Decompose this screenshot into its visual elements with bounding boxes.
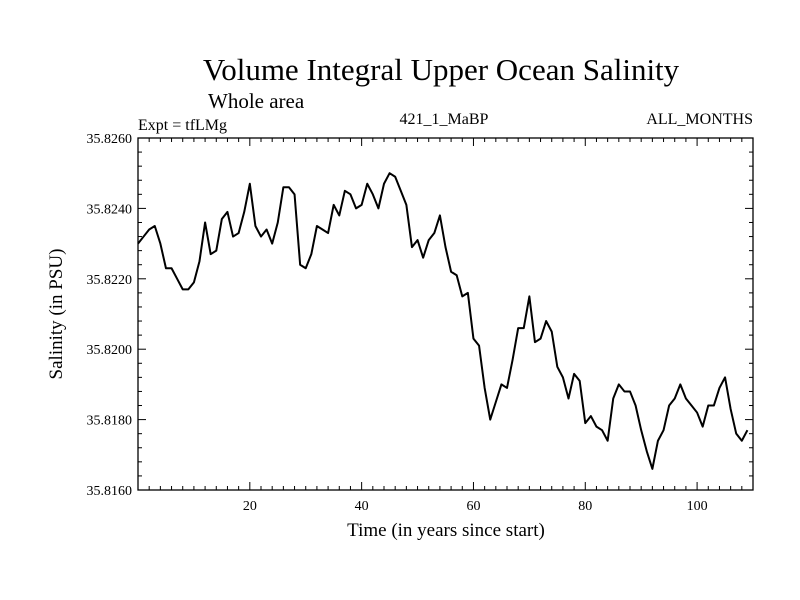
y-tick-label: 35.8160 — [87, 484, 133, 499]
salinity-series-line — [137, 172, 749, 470]
y-tick-label: 35.8260 — [87, 132, 133, 147]
y-tick-label: 35.8240 — [87, 202, 133, 217]
x-axis-label: Time (in years since start) — [347, 520, 545, 541]
plot-frame — [137, 137, 754, 491]
months-label: ALL_MONTHS — [646, 111, 753, 128]
run-id-label: 421_1_MaBP — [400, 111, 489, 128]
chart-title: Volume Integral Upper Ocean Salinity — [203, 52, 680, 87]
x-tick-label: 20 — [243, 499, 257, 514]
tick-labels: 20 40 60 80 100 35.8160 35.8180 35.8200 35.8220 3… — [87, 132, 708, 514]
chart-subtitle: Whole area — [208, 89, 305, 113]
axis-ticks — [137, 137, 754, 491]
y-tick-label: 35.8180 — [87, 414, 133, 429]
x-tick-label: 40 — [355, 499, 369, 514]
y-tick-label: 35.8200 — [87, 343, 133, 358]
y-tick-label: 35.8220 — [87, 273, 133, 288]
y-axis-label: Salinity (in PSU) — [46, 249, 67, 380]
x-tick-label: 80 — [578, 499, 592, 514]
x-tick-label: 100 — [687, 499, 708, 514]
experiment-label: Expt = tfLMg — [138, 117, 227, 134]
x-tick-label: 60 — [466, 499, 480, 514]
